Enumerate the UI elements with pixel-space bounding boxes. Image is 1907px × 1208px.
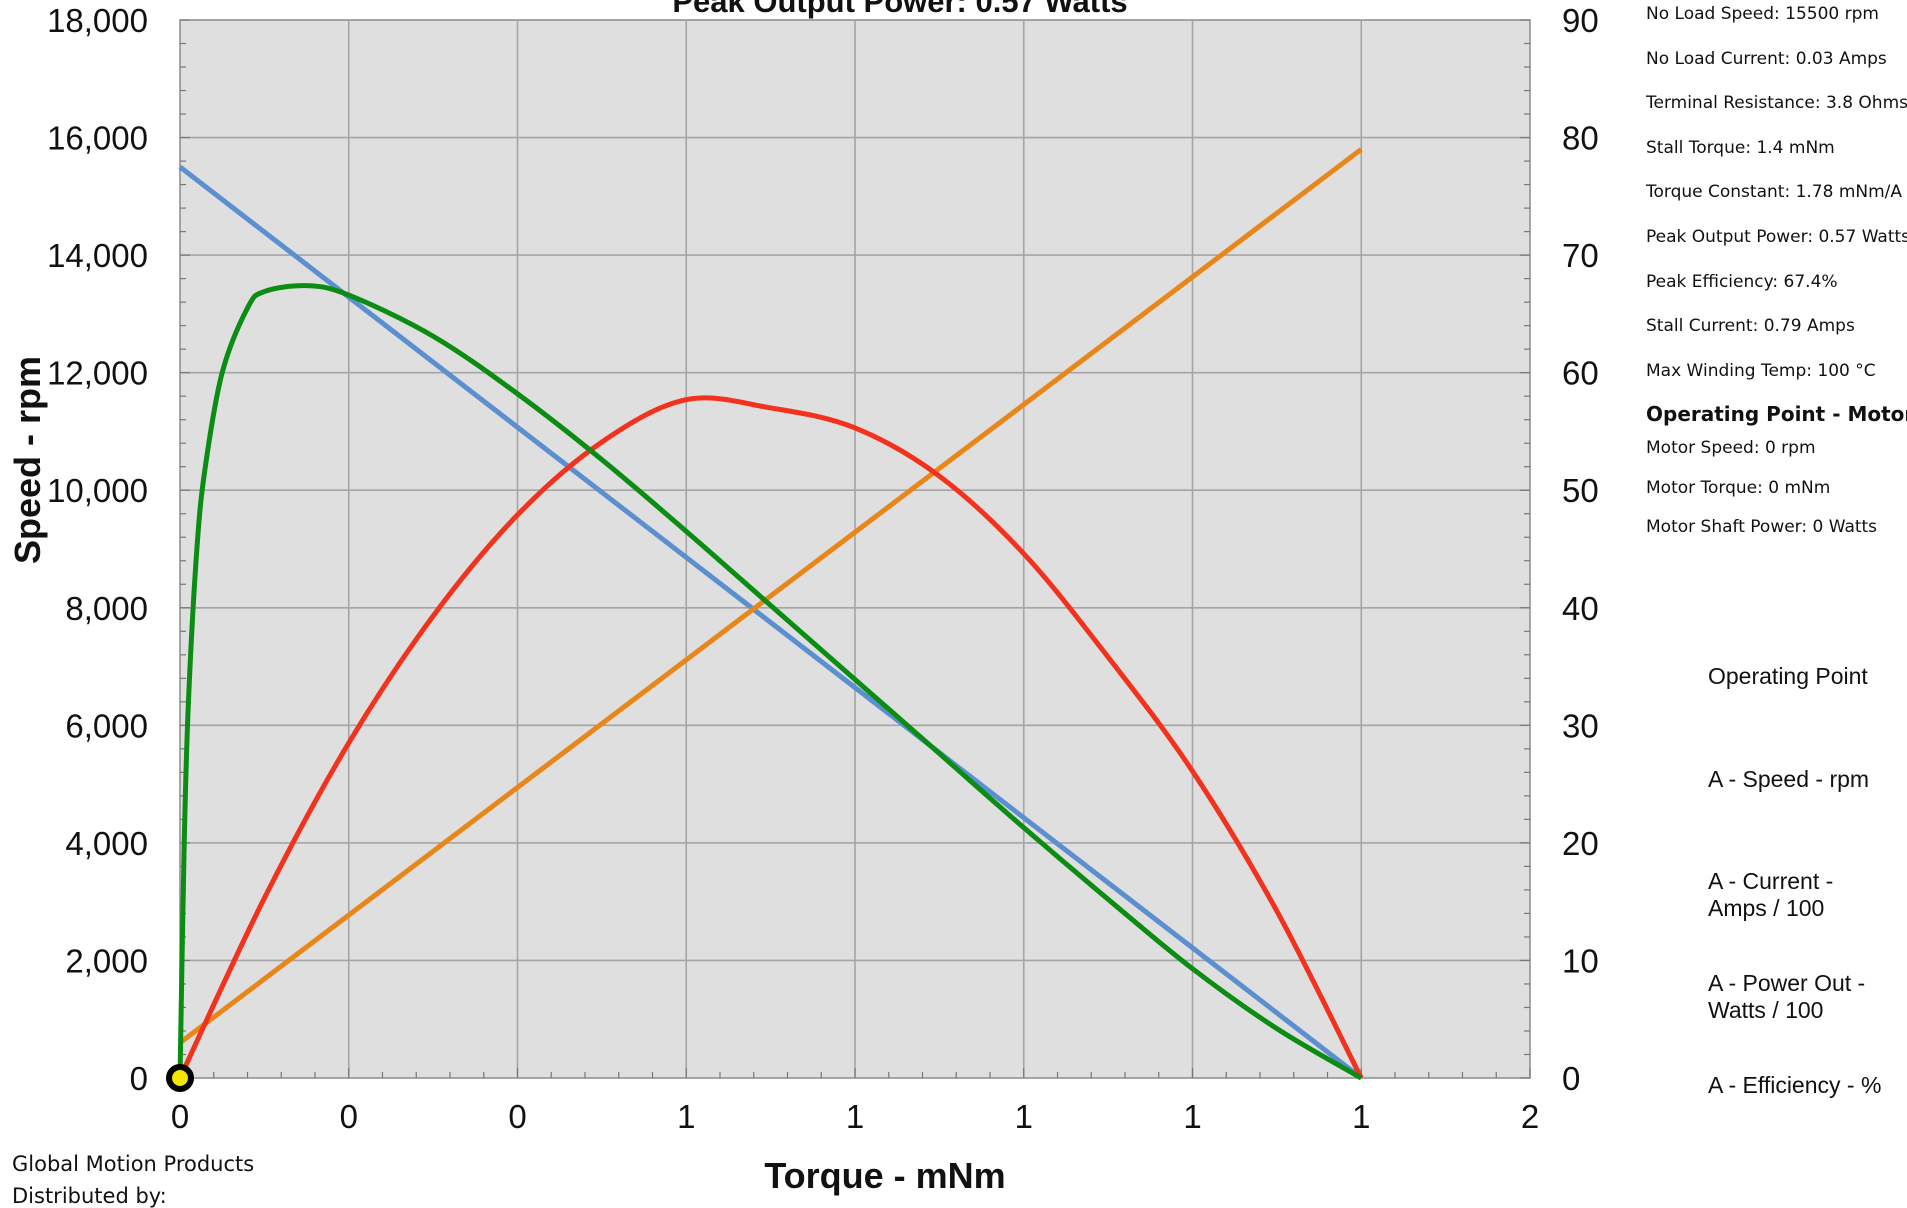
x-tick-label: 1 — [677, 1098, 695, 1135]
x-tick-label: 0 — [171, 1098, 189, 1135]
y2-tick-label: 80 — [1562, 120, 1599, 157]
legend-label: A - Power Out - Watts / 100 — [1708, 970, 1866, 1023]
footer-distributed-by: Distributed by: — [12, 1184, 167, 1208]
y-tick-label: 8,000 — [65, 590, 148, 627]
y-tick-label: 10,000 — [47, 472, 148, 509]
legend-label: A - Efficiency - % — [1708, 1072, 1882, 1098]
spec-item: Stall Current: 0.79 Amps — [1646, 316, 1855, 337]
y2-tick-label: 20 — [1562, 825, 1599, 862]
y-tick-label: 6,000 — [65, 707, 148, 744]
spec-item: No Load Speed: 15500 rpm — [1646, 4, 1879, 24]
y2-tick-label: 50 — [1562, 472, 1599, 509]
y2-tick-label: 30 — [1562, 707, 1599, 744]
series-line-a-efficiency — [177, 283, 1363, 1081]
x-tick-label: 1 — [1352, 1098, 1370, 1135]
legend-label: A - Current - Amps / 100 — [1708, 868, 1834, 921]
x-axis-label: Torque - mNm — [764, 1155, 1005, 1196]
series-line-a-current-amps-100 — [178, 147, 1363, 1045]
footer-company: Global Motion Products — [12, 1152, 255, 1176]
series-lines — [177, 147, 1364, 1081]
y2-tick-label: 90 — [1562, 2, 1599, 39]
spec-item: Peak Efficiency: 67.4% — [1646, 271, 1838, 292]
operating-item: Motor Shaft Power: 0 Watts — [1646, 517, 1878, 537]
y-tick-label: 2,000 — [65, 942, 148, 979]
x-tick-label: 0 — [340, 1098, 358, 1135]
chart-title: Peak Output Power: 0.57 Watts — [672, 0, 1127, 19]
y2-tick-label: 10 — [1562, 942, 1599, 979]
x-tick-label: 2 — [1521, 1098, 1539, 1135]
legend-label-operating-point: Operating Point — [1708, 663, 1868, 689]
x-axis-tick-labels: 0 0 0 1 1 1 1 1 2 — [171, 1098, 1539, 1135]
operating-point-heading: Operating Point - Motor — [1646, 402, 1907, 426]
spec-item: Peak Output Power: 0.57 Watts — [1646, 227, 1907, 247]
spec-item: Terminal Resistance: 3.8 Ohms — [1646, 93, 1907, 114]
grid-lines — [180, 20, 1530, 1078]
y-axis-label: Speed - rpm — [7, 356, 48, 564]
operating-point-layer — [166, 1064, 194, 1092]
y2-tick-label: 0 — [1562, 1060, 1580, 1097]
motor-spec-panel: No Load Speed: 15500 rpm No Load Current:… — [1646, 0, 1907, 560]
y-tick-label: 14,000 — [47, 237, 148, 274]
x-tick-label: 0 — [508, 1098, 526, 1135]
x-tick-label: 1 — [1015, 1098, 1033, 1135]
operating-point-marker — [166, 1064, 194, 1092]
y2-axis-tick-labels: 0 10 20 30 40 50 60 70 80 90 — [1562, 2, 1599, 1097]
y-tick-label: 12,000 — [47, 355, 148, 392]
y-tick-label: 16,000 — [47, 120, 148, 157]
y-tick-label: 18,000 — [47, 2, 148, 39]
x-tick-label: 1 — [846, 1098, 864, 1135]
spec-item: No Load Current: 0.03 Amps — [1646, 48, 1887, 69]
operating-item: Motor Speed: 0 rpm — [1646, 438, 1816, 458]
spec-item: Max Winding Temp: 100 °C — [1646, 360, 1876, 381]
legend-label: A - Speed - rpm — [1708, 766, 1870, 792]
x-tick-label: 1 — [1183, 1098, 1201, 1135]
y2-tick-label: 40 — [1562, 590, 1599, 627]
series-line-a-speed-rpm — [178, 164, 1363, 1080]
operating-item: Motor Torque: 0 mNm — [1646, 477, 1831, 498]
spec-item: Stall Torque: 1.4 mNm — [1646, 137, 1835, 158]
y-tick-label: 0 — [130, 1060, 148, 1097]
spec-item: Torque Constant: 1.78 mNm/A — [1646, 182, 1903, 203]
y2-tick-label: 70 — [1562, 237, 1599, 274]
y-axis-tick-labels: 0 2,000 4,000 6,000 8,000 10,000 12,000 14,000 1… — [47, 2, 148, 1097]
y-tick-label: 4,000 — [65, 825, 148, 862]
y2-tick-label: 60 — [1562, 355, 1599, 392]
series-line-a-power-out-watts-100 — [177, 395, 1364, 1080]
